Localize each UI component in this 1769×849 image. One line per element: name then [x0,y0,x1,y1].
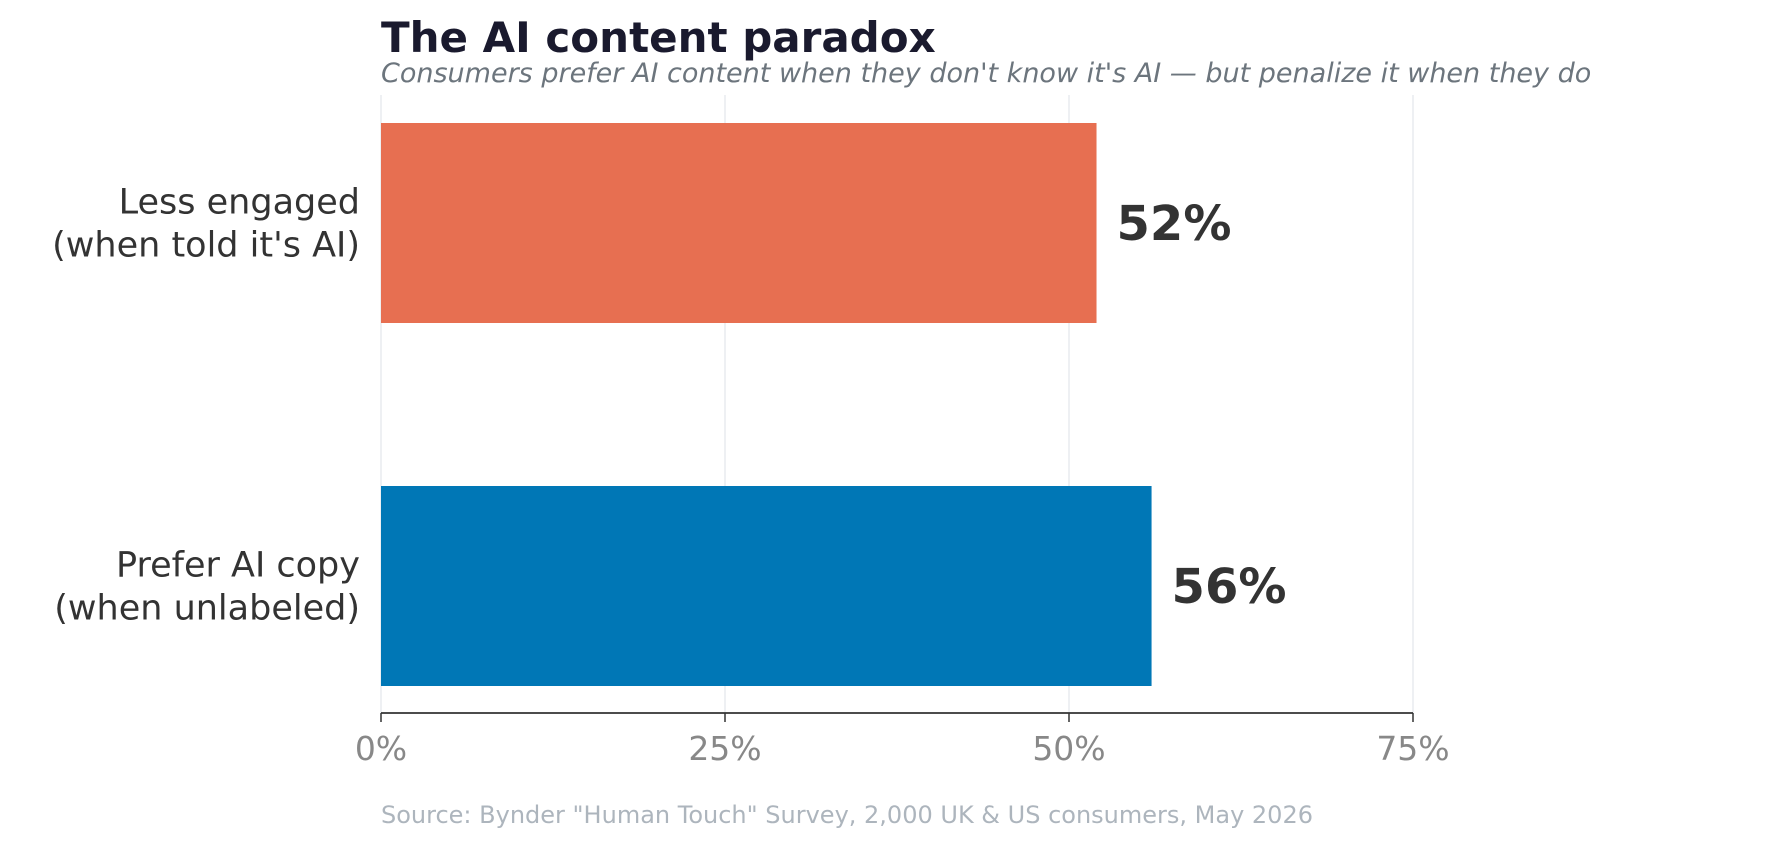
category-label-0-line-0: Less engaged [119,183,360,223]
bars: Less engaged(when told it's AI) 52% Prefer… [52,123,1286,686]
x-tick-label-0: 0% [355,729,407,768]
category-label-1: Prefer AI copy(when unlabeled) [54,546,360,629]
bar-1 [381,486,1152,686]
chart-source: Source: Bynder "Human Touch" Survey, 2,0… [381,801,1313,829]
category-label-1-line-1: (when unlabeled) [54,589,360,629]
value-label-0: 52% [1117,196,1232,252]
value-label-1: 56% [1172,559,1287,615]
chart-subtitle: Consumers prefer AI content when they do… [381,58,1591,89]
category-label-0: Less engaged(when told it's AI) [52,183,360,266]
chart-title: The AI content paradox [381,13,936,62]
x-axis-ticks: 0% 25% 50% 75% [355,713,1450,768]
x-tick-label-2: 50% [1032,729,1105,768]
bar-0 [381,123,1097,323]
category-label-1-line-0: Prefer AI copy [116,546,360,586]
x-tick-label-1: 25% [688,729,761,768]
category-label-0-line-1: (when told it's AI) [52,226,360,266]
x-tick-label-3: 75% [1376,729,1449,768]
